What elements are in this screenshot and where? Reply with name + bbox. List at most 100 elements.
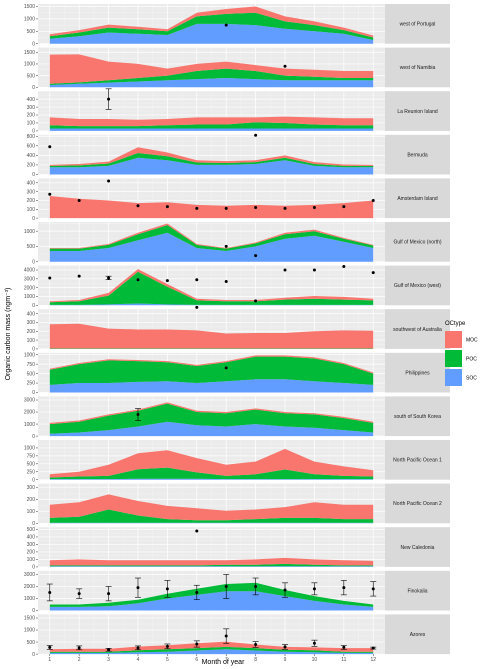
- facet-strip: [385, 483, 450, 524]
- y-tick-label: 0: [32, 216, 35, 222]
- y-tick-label: 1000: [24, 446, 35, 452]
- legend-title: OCtype: [445, 321, 466, 327]
- observation-point: [165, 587, 169, 591]
- area-moc: [49, 116, 374, 127]
- x-tick-label: 6: [195, 657, 198, 663]
- observation-point: [312, 641, 316, 645]
- y-tick-label: 250: [27, 469, 36, 475]
- observation-point: [254, 299, 258, 303]
- y-tick-label: 200: [27, 550, 36, 556]
- facet-label: North Pacific Ocean 1: [393, 458, 442, 464]
- y-tick-label: 500: [27, 462, 36, 468]
- facet-label: Gulf of Mexico (west): [394, 283, 441, 289]
- observation-point: [224, 206, 228, 210]
- observation-point: [371, 646, 375, 650]
- observation-point: [165, 644, 169, 648]
- observation-point: [254, 206, 258, 210]
- area-moc: [49, 269, 374, 303]
- x-tick-label: 7: [225, 657, 228, 663]
- observation-point: [224, 634, 228, 638]
- legend-label: SOC: [466, 376, 477, 382]
- y-tick-label: 100: [27, 121, 36, 127]
- y-tick-label: 3000: [24, 277, 35, 283]
- area-soc: [49, 23, 374, 44]
- legend: OCtype MOC POC SOC: [445, 321, 478, 386]
- facet-strip: [385, 47, 450, 88]
- legend-key-soc: [445, 369, 462, 386]
- facet-label: Bermuda: [407, 152, 428, 158]
- observation-point: [77, 198, 81, 202]
- y-tick-label: 1000: [24, 62, 35, 68]
- y-tick-label: 600: [27, 144, 36, 150]
- facet-panel: 0 500 1000 1500 west of Namibia: [24, 47, 450, 91]
- observation-point: [165, 279, 169, 283]
- observation-point: [312, 268, 316, 272]
- area-soc: [49, 232, 374, 262]
- legend-key-poc: [445, 350, 462, 367]
- y-tick-label: 200: [27, 329, 36, 335]
- area-poc: [49, 225, 374, 251]
- area-moc: [49, 196, 374, 219]
- y-tick-label: 0: [32, 303, 35, 309]
- facet-label: Philippines: [405, 370, 430, 376]
- legend-label: MOC: [466, 338, 478, 344]
- facet-panel: 0 200 400 600 800 Bermuda: [27, 133, 450, 178]
- observation-point: [136, 412, 140, 416]
- observation-point: [312, 587, 316, 591]
- observation-point: [195, 206, 199, 210]
- y-tick-label: 400: [27, 181, 36, 187]
- facet-strip: [385, 222, 450, 262]
- y-tick-label: 0: [32, 129, 35, 135]
- area-moc: [49, 557, 374, 566]
- area-poc: [49, 68, 374, 85]
- y-tick-label: 200: [27, 163, 36, 169]
- facet-panel: 0 1000 2000 3000 south of South Korea: [24, 396, 450, 440]
- observation-point: [371, 198, 375, 202]
- y-tick-label: 0: [32, 259, 35, 265]
- x-tick-label: 8: [254, 657, 257, 663]
- y-tick-label: 300: [27, 485, 36, 491]
- area-poc: [49, 122, 374, 129]
- y-tick-label: 400: [27, 97, 36, 103]
- facet-strip: [385, 570, 450, 611]
- observation-point: [136, 646, 140, 650]
- area-soc: [49, 591, 374, 611]
- area-poc: [49, 467, 374, 480]
- area-moc: [49, 323, 374, 349]
- y-tick-label: 1500: [24, 616, 35, 622]
- y-tick-label: 300: [27, 542, 36, 548]
- x-axis-title: Month of year: [202, 659, 245, 666]
- observation-point: [254, 133, 258, 137]
- y-tick-label: 400: [27, 311, 36, 317]
- x-tick-label: 1: [48, 657, 51, 663]
- y-tick-label: 0: [32, 41, 35, 47]
- facet-label: Amsterdam Island: [397, 196, 438, 202]
- facet-panel: 0 1000 2000 3000 Finokalia: [24, 570, 450, 614]
- observation-point: [283, 64, 287, 68]
- observation-point: [283, 268, 287, 272]
- area-moc: [49, 402, 374, 425]
- x-tick-label: 5: [166, 657, 169, 663]
- y-tick-label: 100: [27, 557, 36, 563]
- observation-point: [224, 584, 228, 588]
- y-tick-label: 3000: [24, 398, 35, 404]
- observation-point: [342, 586, 346, 590]
- observation-point: [342, 205, 346, 209]
- x-axis: 1 2 3 4 5 6 7 8 9 10 11 12: [48, 654, 376, 663]
- x-tick-label: 11: [341, 657, 346, 663]
- y-tick-label: 750: [27, 362, 36, 368]
- area-moc: [49, 355, 374, 374]
- observation-point: [312, 206, 316, 210]
- y-tick-label: 4000: [24, 268, 35, 274]
- observation-point: [342, 264, 346, 268]
- area-soc: [49, 566, 374, 567]
- facet-strip: [385, 91, 450, 131]
- observation-point: [342, 645, 346, 649]
- observation-point: [165, 205, 169, 209]
- observation-point: [195, 642, 199, 646]
- facet-panel: 0 250 500 750 1000 Philippines: [24, 352, 450, 396]
- facet-panel: 0 100 200 300 400 La Reunion Island: [27, 88, 450, 135]
- observation-point: [283, 206, 287, 210]
